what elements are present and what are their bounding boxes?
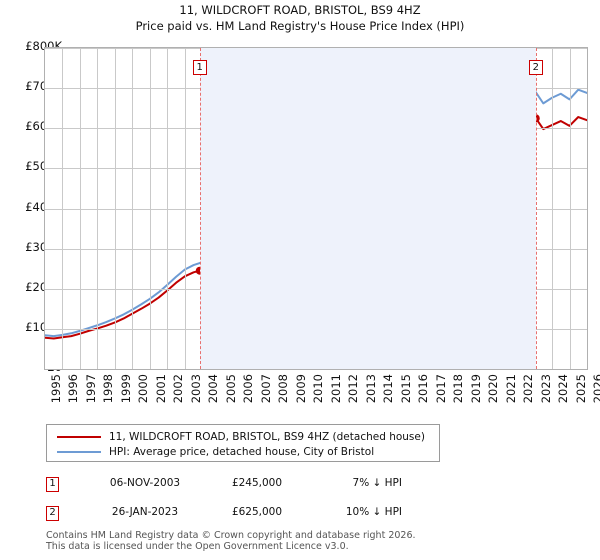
y-axis-tick-label: £800K <box>25 39 62 53</box>
y-axis-tick-label: £0 <box>0 360 62 374</box>
transaction-marker-line <box>199 48 201 369</box>
x-axis-tick-label: 1995 <box>49 374 63 404</box>
transaction-date: 06-NOV-2003 <box>109 477 181 489</box>
x-axis-tick-label: 2004 <box>206 374 221 404</box>
x-axis-tick-label: 1998 <box>101 374 116 404</box>
footer-attribution: Contains HM Land Registry data © Crown c… <box>46 530 566 552</box>
x-axis-tick-label: 2014 <box>381 374 396 404</box>
gridline-vertical <box>79 48 81 369</box>
legend-label-hpi: HPI: Average price, detached house, City… <box>109 445 375 458</box>
x-axis-tick-label: 2008 <box>276 374 291 404</box>
transaction-index-badge: 2 <box>46 506 59 521</box>
x-axis-tick-label: 2002 <box>171 374 186 404</box>
footer-line-1: Contains HM Land Registry data © Crown c… <box>46 530 416 541</box>
x-axis-tick-label: 2026 <box>591 374 600 404</box>
marker-flag-1[interactable]: 1 <box>192 60 207 75</box>
x-axis-tick-label: 1999 <box>118 374 133 404</box>
gridline-vertical <box>132 48 134 369</box>
x-axis-tick-label: 2019 <box>468 374 483 404</box>
page-title: 11, WILDCROFT ROAD, BRISTOL, BS9 4HZ Pri… <box>0 2 600 34</box>
footer-line-2: This data is licensed under the Open Gov… <box>46 541 349 552</box>
gridline-vertical <box>167 48 169 369</box>
x-axis-tick-label: 2015 <box>398 374 413 404</box>
transaction-index-badge: 1 <box>46 477 59 492</box>
title-secondary: Price paid vs. HM Land Registry's House … <box>135 19 465 33</box>
gridline-vertical <box>114 48 116 369</box>
legend-row-hpi: HPI: Average price, detached house, City… <box>53 444 433 459</box>
x-axis-tick-label: 2025 <box>573 374 588 404</box>
marker-flag-2[interactable]: 2 <box>528 60 543 75</box>
y-axis-tick-label: £100K <box>0 320 62 334</box>
y-axis-tick-label: £300K <box>0 240 62 254</box>
y-axis-tick-label: £600K <box>0 119 62 133</box>
x-axis-tick-label: 2012 <box>346 374 361 404</box>
legend-swatch-property <box>57 435 101 438</box>
chart-legend: 11, WILDCROFT ROAD, BRISTOL, BS9 4HZ (de… <box>46 424 440 462</box>
legend-swatch-hpi <box>57 450 101 453</box>
transaction-marker-line <box>535 48 537 369</box>
legend-label-property: 11, WILDCROFT ROAD, BRISTOL, BS9 4HZ (de… <box>109 430 425 443</box>
gridline-vertical <box>62 48 64 369</box>
x-axis-tick-label: 2020 <box>486 374 501 404</box>
x-axis-tick-label: 1996 <box>66 374 81 404</box>
transaction-date: 26-JAN-2023 <box>111 506 179 518</box>
legend-row-property: 11, WILDCROFT ROAD, BRISTOL, BS9 4HZ (de… <box>53 429 433 444</box>
y-axis-tick-label: £400K <box>0 200 62 214</box>
x-axis-tick-label: 2007 <box>258 374 273 404</box>
x-axis-tick-label: 2016 <box>416 374 431 404</box>
y-axis-tick-label: £200K <box>0 280 62 294</box>
gridline-vertical <box>552 48 554 369</box>
title-primary: 11, WILDCROFT ROAD, BRISTOL, BS9 4HZ <box>179 3 421 17</box>
shaded-region <box>199 48 536 369</box>
transaction-price: £245,000 <box>231 477 283 489</box>
x-axis-tick-label: 2022 <box>521 374 536 404</box>
y-axis-tick-label: £500K <box>0 159 62 173</box>
gridline-vertical <box>149 48 151 369</box>
transaction-hpi-delta: 10% ↓ HPI <box>345 506 402 518</box>
transaction-price: £625,000 <box>231 506 283 518</box>
x-axis-tick-label: 2010 <box>311 374 326 404</box>
transaction-row[interactable]: 1 06-NOV-2003 £245,000 7% ↓ HPI <box>46 477 466 497</box>
x-axis-tick-label: 2003 <box>188 374 203 404</box>
x-axis-tick-label: 2024 <box>556 374 571 404</box>
x-axis-tick-label: 2000 <box>136 374 151 404</box>
x-axis-tick-label: 2013 <box>363 374 378 404</box>
x-axis-tick-label: 2006 <box>241 374 256 404</box>
x-axis-tick-label: 2023 <box>538 374 553 404</box>
x-axis-tick-label: 2011 <box>328 374 343 404</box>
y-axis-tick-label: £700K <box>0 79 62 93</box>
transaction-hpi-delta: 7% ↓ HPI <box>352 477 402 489</box>
x-axis-tick-label: 2009 <box>293 374 308 404</box>
x-axis-tick-label: 2021 <box>503 374 518 404</box>
x-axis-tick-label: 2005 <box>223 374 238 404</box>
x-axis-tick-label: 1997 <box>83 374 98 404</box>
transaction-row[interactable]: 2 26-JAN-2023 £625,000 10% ↓ HPI <box>46 506 466 526</box>
x-axis-tick-label: 2018 <box>451 374 466 404</box>
x-axis-tick-label: 2017 <box>433 374 448 404</box>
gridline-vertical <box>184 48 186 369</box>
gridline-vertical <box>569 48 571 369</box>
gridline-vertical <box>97 48 99 369</box>
x-axis-tick-label: 2001 <box>153 374 168 404</box>
